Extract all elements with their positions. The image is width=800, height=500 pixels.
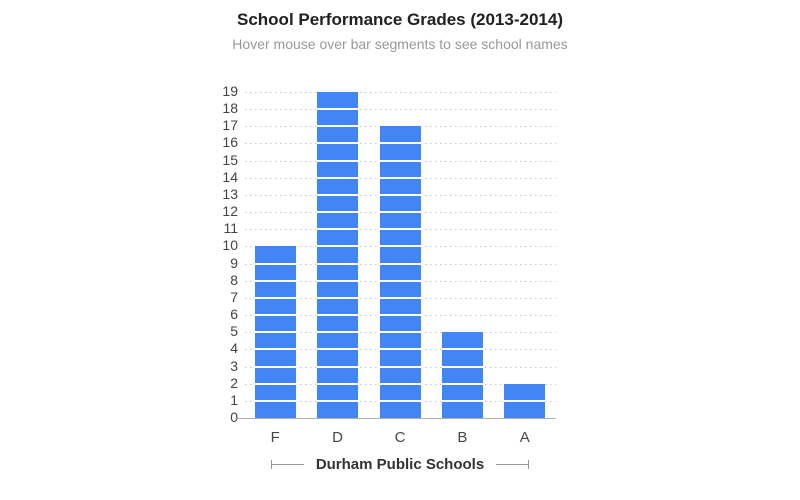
- y-tick-label-16: 16: [222, 134, 238, 151]
- gridline-19: [245, 92, 556, 93]
- bar-segment-B-4[interactable]: [441, 349, 483, 367]
- bar-segment-D-1[interactable]: [317, 400, 359, 418]
- bar-segment-D-8[interactable]: [317, 280, 359, 298]
- bar-segment-C-13[interactable]: [379, 194, 421, 213]
- bar-segment-C-5[interactable]: [379, 332, 421, 350]
- bar-segment-C-17[interactable]: [379, 126, 421, 144]
- bar-segment-D-10[interactable]: [317, 246, 359, 264]
- x-axis-annotation: Durham Public Schools: [244, 455, 556, 473]
- bar-segment-F-8[interactable]: [254, 280, 296, 298]
- y-tick-label-5: 5: [230, 323, 238, 340]
- bar-segment-A-1[interactable]: [504, 400, 546, 418]
- y-tick-label-11: 11: [223, 220, 238, 237]
- bar-segment-D-19[interactable]: [317, 92, 359, 110]
- y-tick-label-10: 10: [222, 237, 238, 254]
- bar-segment-D-11[interactable]: [317, 229, 359, 247]
- bar-segment-D-6[interactable]: [317, 315, 359, 333]
- y-tick-label-15: 15: [222, 151, 238, 168]
- bar-segment-F-2[interactable]: [254, 383, 296, 401]
- bar-segment-D-16[interactable]: [317, 143, 359, 161]
- y-tick-label-7: 7: [230, 288, 238, 305]
- chart-title: School Performance Grades (2013-2014): [237, 10, 563, 29]
- bar-segment-D-13[interactable]: [317, 194, 359, 213]
- bar-segment-F-3[interactable]: [254, 366, 296, 384]
- bar-segment-B-5[interactable]: [441, 332, 483, 350]
- bar-segment-B-1[interactable]: [441, 400, 483, 418]
- bar-segment-C-1[interactable]: [379, 400, 421, 418]
- x-tick-label-D: D: [332, 429, 344, 446]
- bar-segment-C-4[interactable]: [379, 349, 421, 367]
- bar-segment-F-5[interactable]: [254, 332, 296, 350]
- y-tick-label-6: 6: [230, 306, 238, 323]
- y-tick-label-9: 9: [230, 254, 238, 271]
- y-tick-label-19: 19: [222, 83, 238, 99]
- bar-segment-F-1[interactable]: [254, 400, 296, 418]
- bar-segment-D-2[interactable]: [317, 383, 359, 401]
- bar-segment-C-6[interactable]: [379, 315, 421, 333]
- bar-segment-C-11[interactable]: [379, 229, 421, 247]
- y-tick-label-8: 8: [230, 271, 238, 288]
- bar-segment-F-9[interactable]: [254, 263, 296, 281]
- bar-segment-F-6[interactable]: [254, 315, 296, 333]
- bar-segment-B-3[interactable]: [441, 366, 483, 384]
- bar-segment-D-7[interactable]: [317, 297, 359, 316]
- y-tick-label-17: 17: [222, 117, 238, 134]
- bar-segment-F-4[interactable]: [254, 349, 296, 367]
- x-tick-label-C: C: [394, 429, 406, 446]
- x-tick-label-B: B: [457, 429, 468, 446]
- bar-segment-D-9[interactable]: [317, 263, 359, 281]
- bar-segment-C-10[interactable]: [379, 246, 421, 264]
- bar-segment-F-7[interactable]: [254, 297, 296, 316]
- bar-segment-D-14[interactable]: [317, 177, 359, 195]
- x-tick-label-A: A: [519, 429, 530, 446]
- bar-segment-C-2[interactable]: [379, 383, 421, 401]
- bar-segment-D-17[interactable]: [317, 126, 359, 144]
- bar-segment-F-10[interactable]: [254, 246, 296, 264]
- x-axis-line: [235, 418, 556, 419]
- bar-segment-D-3[interactable]: [317, 366, 359, 384]
- x-tick-label-F: F: [270, 429, 280, 446]
- bracket-left-line: [270, 459, 304, 469]
- bracket-right-line: [496, 459, 530, 469]
- chart-subtitle: Hover mouse over bar segments to see sch…: [232, 36, 568, 52]
- bar-segment-D-12[interactable]: [317, 212, 359, 230]
- bar-segment-D-5[interactable]: [317, 332, 359, 350]
- y-tick-label-14: 14: [222, 168, 238, 185]
- y-tick-label-0: 0: [230, 409, 238, 425]
- bar-segment-C-8[interactable]: [379, 280, 421, 298]
- bar-segment-D-15[interactable]: [317, 160, 359, 178]
- bar-segment-C-16[interactable]: [379, 143, 421, 161]
- y-tick-label-3: 3: [230, 357, 238, 374]
- y-tick-label-13: 13: [222, 185, 238, 202]
- bar-segment-A-2[interactable]: [504, 383, 546, 401]
- y-tick-label-4: 4: [230, 340, 238, 357]
- bar-segment-C-14[interactable]: [379, 177, 421, 195]
- y-tick-label-12: 12: [222, 203, 238, 220]
- bar-segment-C-3[interactable]: [379, 366, 421, 384]
- bar-segment-D-18[interactable]: [317, 109, 359, 127]
- x-axis-title: Durham Public Schools: [315, 455, 485, 473]
- bar-segment-C-12[interactable]: [379, 212, 421, 230]
- bar-segment-D-4[interactable]: [317, 349, 359, 367]
- y-tick-label-1: 1: [230, 391, 238, 408]
- bar-segment-C-7[interactable]: [379, 297, 421, 316]
- bar-segment-B-2[interactable]: [441, 383, 483, 401]
- bar-segment-C-15[interactable]: [379, 160, 421, 178]
- y-tick-label-2: 2: [230, 374, 238, 391]
- y-tick-label-18: 18: [222, 100, 238, 117]
- gridline-18: [245, 109, 556, 111]
- bar-segment-C-9[interactable]: [379, 263, 421, 281]
